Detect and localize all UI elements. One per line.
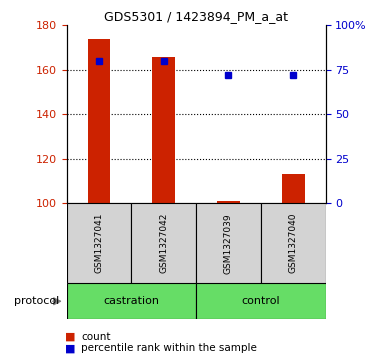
FancyBboxPatch shape: [261, 203, 326, 283]
Text: GSM1327042: GSM1327042: [159, 213, 168, 273]
Text: protocol: protocol: [14, 296, 59, 306]
Text: control: control: [242, 296, 280, 306]
Text: percentile rank within the sample: percentile rank within the sample: [81, 343, 257, 354]
Bar: [217, 201, 240, 203]
Text: ■: ■: [65, 332, 75, 342]
Text: GSM1327039: GSM1327039: [224, 213, 233, 274]
Text: ■: ■: [65, 343, 75, 354]
FancyBboxPatch shape: [67, 203, 131, 283]
FancyBboxPatch shape: [196, 283, 326, 319]
Text: GSM1327040: GSM1327040: [289, 213, 298, 273]
Text: count: count: [81, 332, 111, 342]
Title: GDS5301 / 1423894_PM_a_at: GDS5301 / 1423894_PM_a_at: [104, 10, 288, 23]
Bar: [88, 39, 110, 203]
FancyBboxPatch shape: [67, 283, 196, 319]
Bar: [152, 57, 175, 203]
Text: castration: castration: [103, 296, 159, 306]
Bar: [282, 174, 305, 203]
FancyBboxPatch shape: [196, 203, 261, 283]
FancyBboxPatch shape: [131, 203, 196, 283]
Text: GSM1327041: GSM1327041: [94, 213, 104, 273]
